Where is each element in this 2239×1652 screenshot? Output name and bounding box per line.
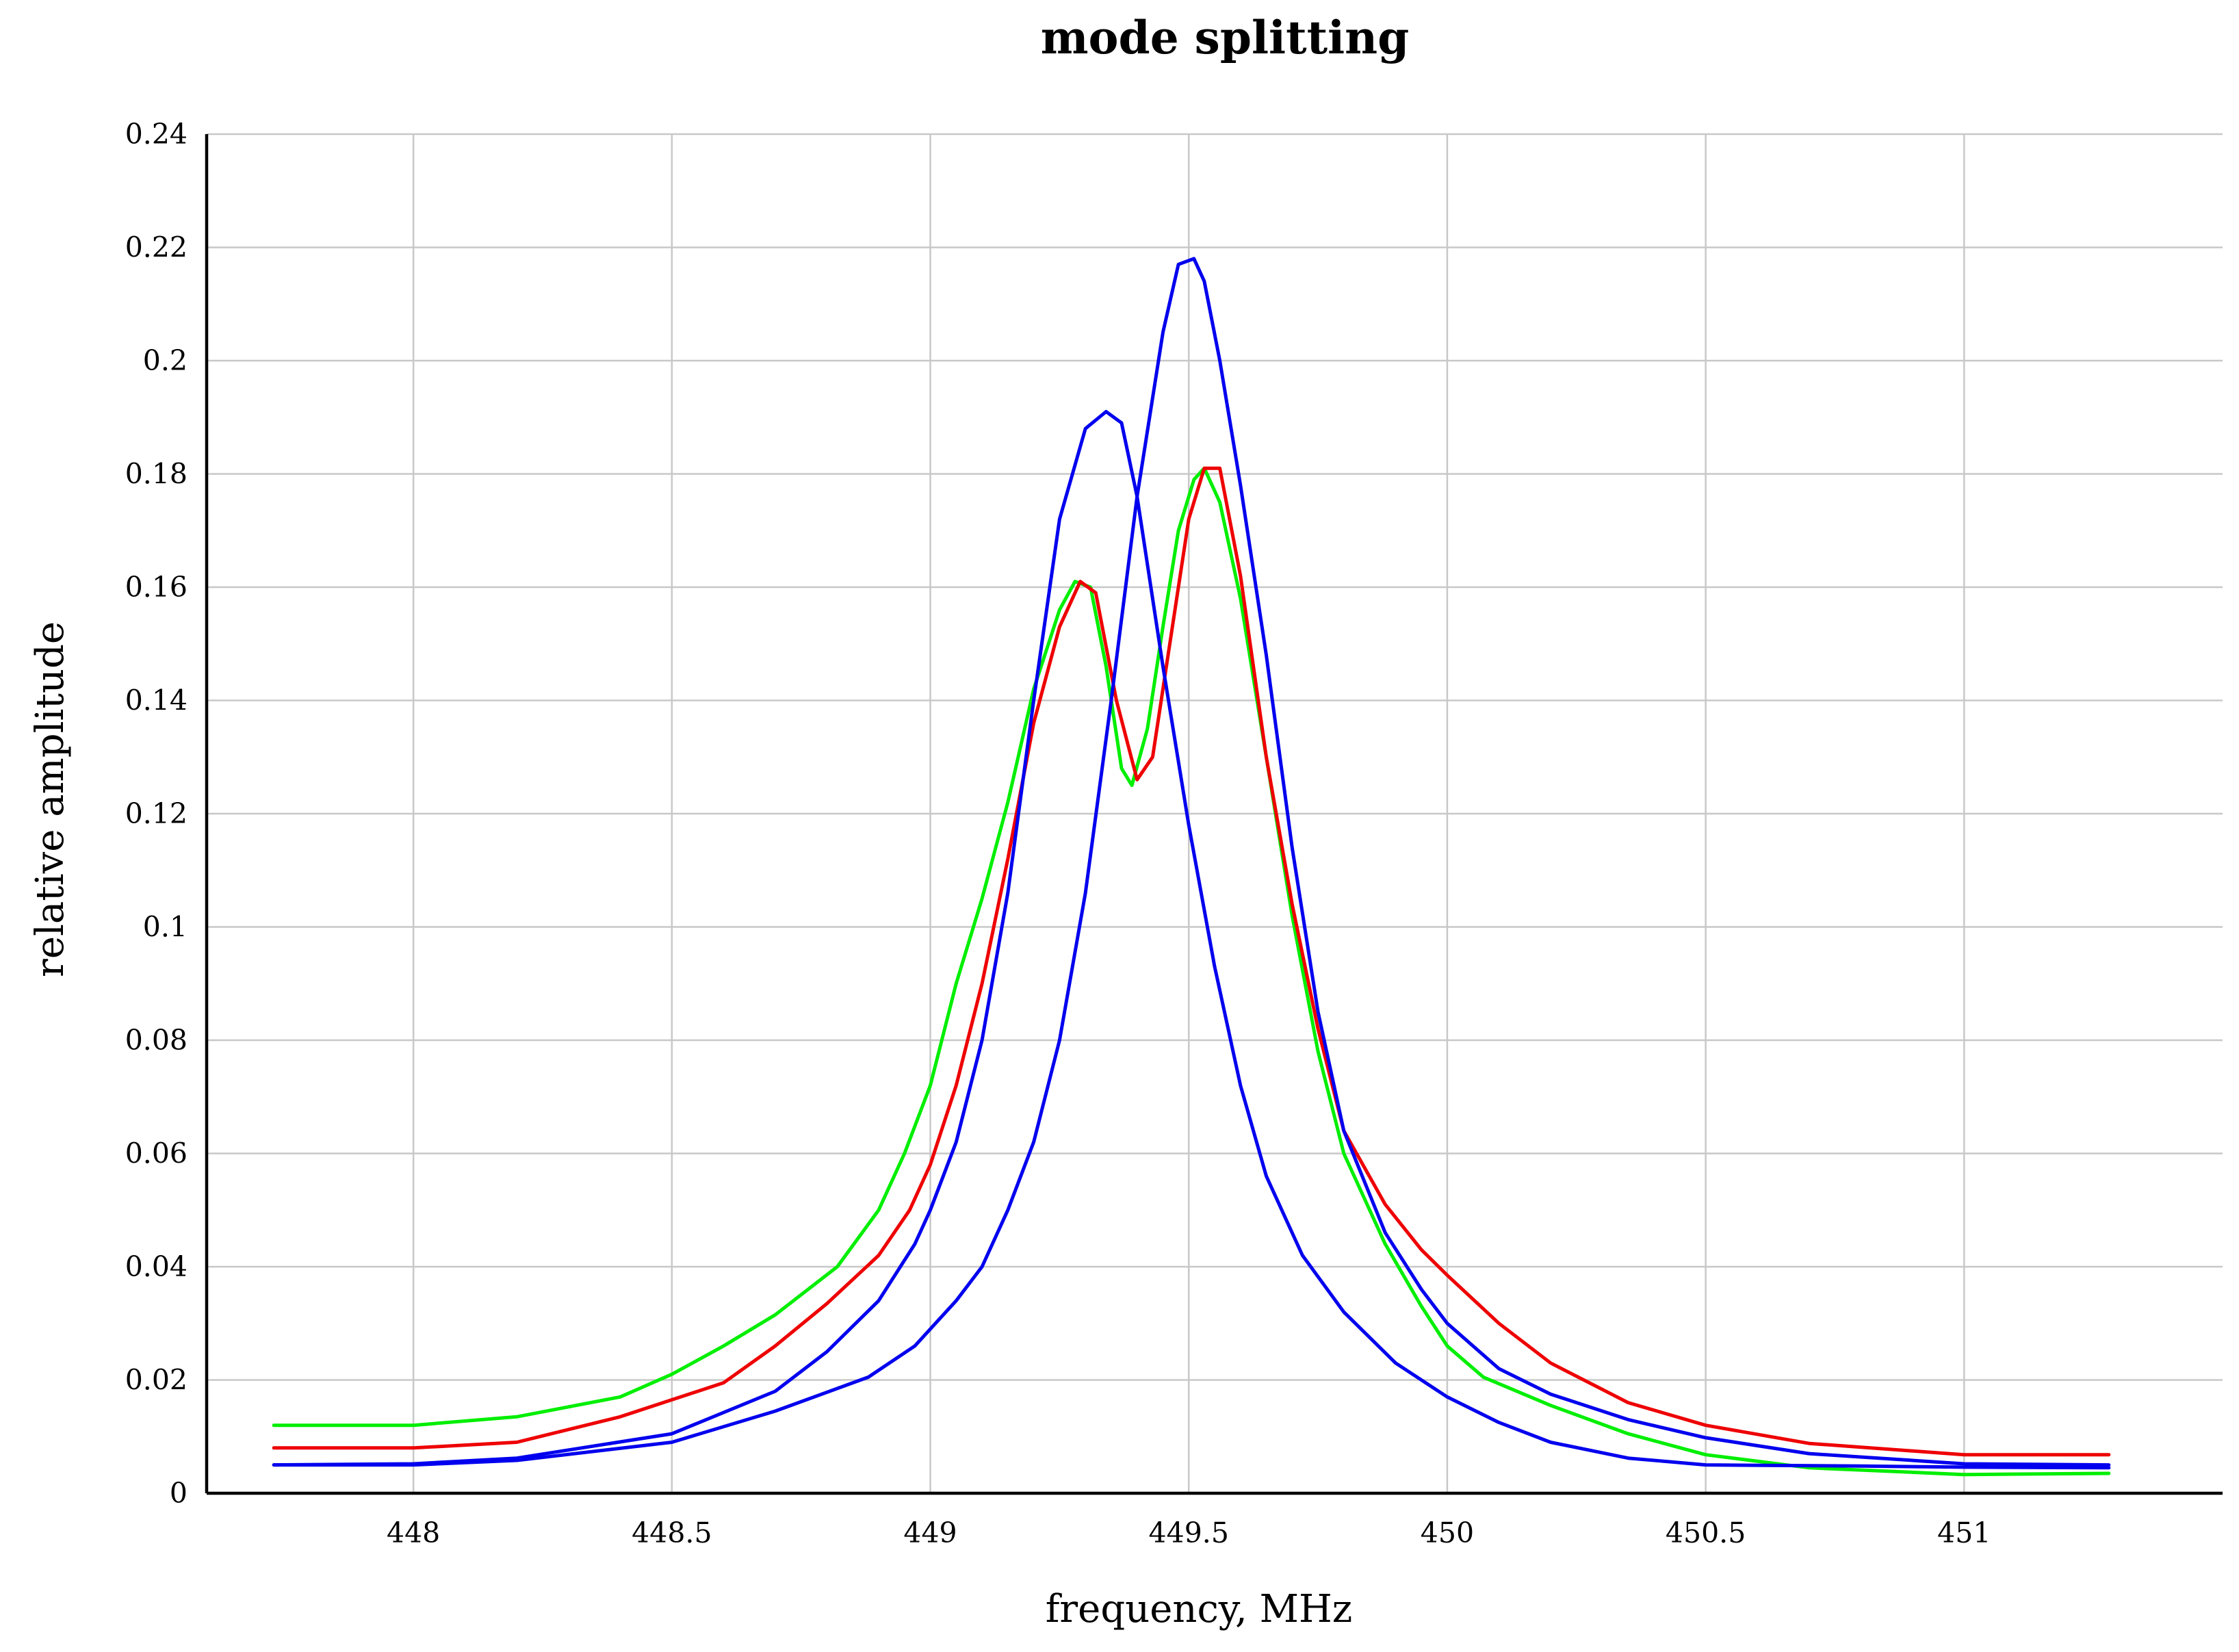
y-tick-label: 0.08: [125, 1024, 187, 1057]
y-tick-label: 0.06: [125, 1137, 187, 1170]
y-tick-label: 0.02: [125, 1364, 187, 1397]
y-tick-label: 0.1: [143, 911, 187, 944]
tick-labels: 448 448.5 449 449.5 450 450.5 451 0 0.02 0.04 0.06…: [125, 118, 1991, 1549]
y-tick-label: 0.14: [125, 684, 187, 717]
y-tick-label: 0.18: [125, 458, 187, 491]
series-line-2: [272, 466, 2111, 1457]
series-line-4: [272, 257, 2111, 1467]
x-axis-label: frequency, MHz: [1046, 1587, 1353, 1631]
y-tick-label: 0.04: [125, 1250, 187, 1283]
x-tick-label: 449.5: [1149, 1517, 1229, 1549]
y-tick-label: 0: [170, 1477, 187, 1510]
y-tick-label: 0.2: [143, 344, 187, 377]
chart-title: mode splitting: [1041, 11, 1410, 64]
y-tick-label: 0.12: [125, 797, 187, 830]
y-axis-label: relative amplitude: [28, 621, 73, 977]
series-line-1: [272, 466, 2111, 1477]
series-line-3: [272, 410, 2111, 1470]
x-tick-label: 450.5: [1666, 1517, 1746, 1549]
y-tick-label: 0.24: [125, 118, 187, 151]
y-tick-label: 0.22: [125, 231, 187, 264]
x-tick-label: 448.5: [632, 1517, 712, 1549]
x-tick-label: 451: [1937, 1517, 1991, 1549]
grid: [207, 133, 2223, 1493]
series-group: [272, 257, 2111, 1477]
x-tick-label: 449: [903, 1517, 957, 1549]
x-tick-label: 448: [387, 1517, 440, 1549]
x-tick-label: 450: [1421, 1517, 1474, 1549]
axes: [205, 134, 2223, 1495]
y-tick-label: 0.16: [125, 571, 187, 604]
